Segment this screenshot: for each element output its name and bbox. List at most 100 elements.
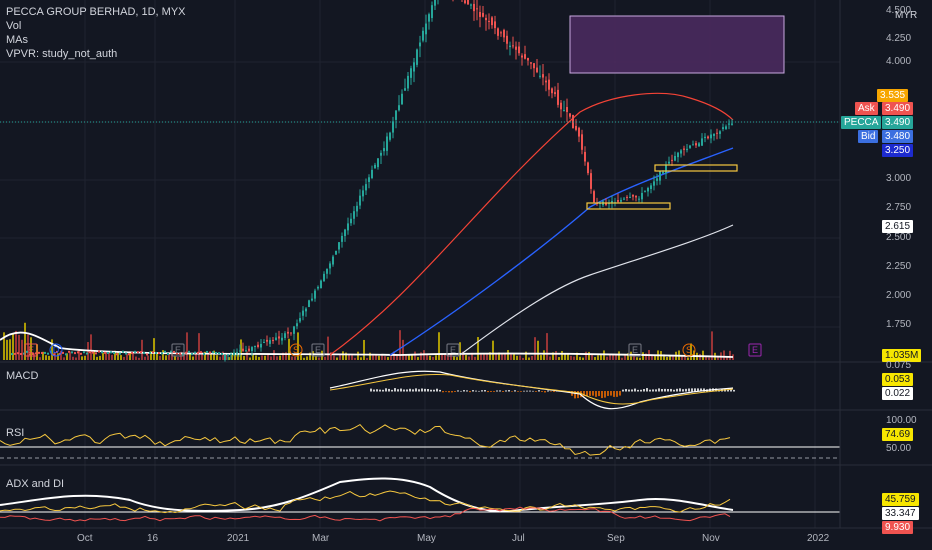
macd-histogram-bar [382,389,384,392]
candle-body [155,351,157,354]
macd-histogram-bar [379,389,381,392]
last-tag: 3.490 [882,116,914,129]
candle-body [500,32,502,34]
macd-histogram-bar [502,391,504,392]
candle-body [641,192,643,200]
pane-separators[interactable] [0,0,932,529]
adx-title[interactable]: ADX and DI [6,478,65,490]
candle-body [134,350,136,353]
candle-body [251,347,253,352]
legend-vpvr[interactable]: VPVR: study_not_auth [6,48,118,60]
candle-body [629,196,631,198]
event-marker-letter: S [686,345,692,355]
volume-bar [303,357,305,360]
candle-body [464,0,466,4]
volume-bar [513,354,515,360]
rsi-title[interactable]: RSI [6,427,25,439]
volume-bar [135,356,137,360]
macd-histogram-bar [475,390,477,392]
macd-line-tag: 0.022 [882,387,914,400]
macd-histogram-bar [448,391,450,393]
time-tick-label: 2022 [807,533,830,544]
candle-body [485,17,487,21]
volume-bar [354,357,356,360]
volume-bar [231,352,233,360]
candle-body [674,155,676,161]
macd-histogram-bar [730,388,732,392]
legend-mas[interactable]: MAs [6,34,28,46]
volume-bar [345,352,347,360]
event-marker-letter: S [293,345,299,355]
candle-body [584,151,586,162]
volume-bar [366,357,368,360]
volume-bar [603,350,605,360]
candle-body [140,351,142,354]
candle-body [716,132,718,134]
volume-bar [99,355,101,360]
candle-body [254,345,256,347]
volume-bar [147,355,149,360]
macd-histogram-bar [460,390,462,392]
legend-vol[interactable]: Vol [6,20,22,32]
volume-bar [411,355,413,360]
volume-bar [171,353,173,360]
candle-body [29,353,31,356]
candle-body [89,351,91,354]
candle-body [482,12,484,17]
candle-body [680,150,682,154]
volume-bar [471,352,473,360]
candle-body [503,29,505,38]
resistance-zone[interactable] [569,15,785,74]
event-marker-shape [682,343,696,357]
candle-body [224,354,226,361]
legend-title[interactable]: PECCA GROUP BERHAD, 1D, MYX [6,6,186,18]
volume-bar [504,354,506,360]
candle-body [650,185,652,189]
volume-bar [27,334,29,360]
candle-body [113,351,115,354]
volume-bar [174,356,176,360]
volume-bar [201,352,203,360]
candle-body [686,148,688,151]
macd-histogram-bar [616,391,618,397]
support-boxes[interactable] [0,121,840,210]
volume-bar [258,356,260,360]
candle-body [374,164,376,169]
volume-bar [177,356,179,360]
candle-body [392,121,394,133]
macd-histogram-bar [403,389,405,392]
volume-bar [384,356,386,360]
candle-body [317,286,319,289]
macd-title[interactable]: MACD [6,370,39,382]
candle-body [512,45,514,47]
macd-histogram-bar [532,390,534,392]
candle-body [35,352,37,355]
macd-histogram-bar [400,388,402,392]
event-marker-shape [49,343,63,357]
volume-bar [51,339,53,360]
price-tick-label: 4.250 [886,33,912,44]
rsi-mid-label: 50.00 [886,443,912,454]
volume-bar [618,351,620,360]
candle-body [536,67,538,73]
candle-body [683,148,685,150]
macd-histogram-bar [436,388,438,392]
currency-label[interactable]: MYR [895,10,918,21]
volume-bar [42,351,44,360]
macd-histogram-bar [442,391,444,393]
event-marker: E [311,343,325,357]
volume-bar [84,355,86,360]
volume-bar [78,350,80,360]
candle-body [569,113,571,117]
volume-bar [462,351,464,360]
volume-bar [93,351,95,360]
volume-bar [690,343,692,360]
candle-body [188,350,190,353]
candle-body [200,351,202,354]
candle-body [314,290,316,299]
candle-body [530,62,532,64]
candle-body [182,353,184,356]
volume-bar [57,353,59,360]
